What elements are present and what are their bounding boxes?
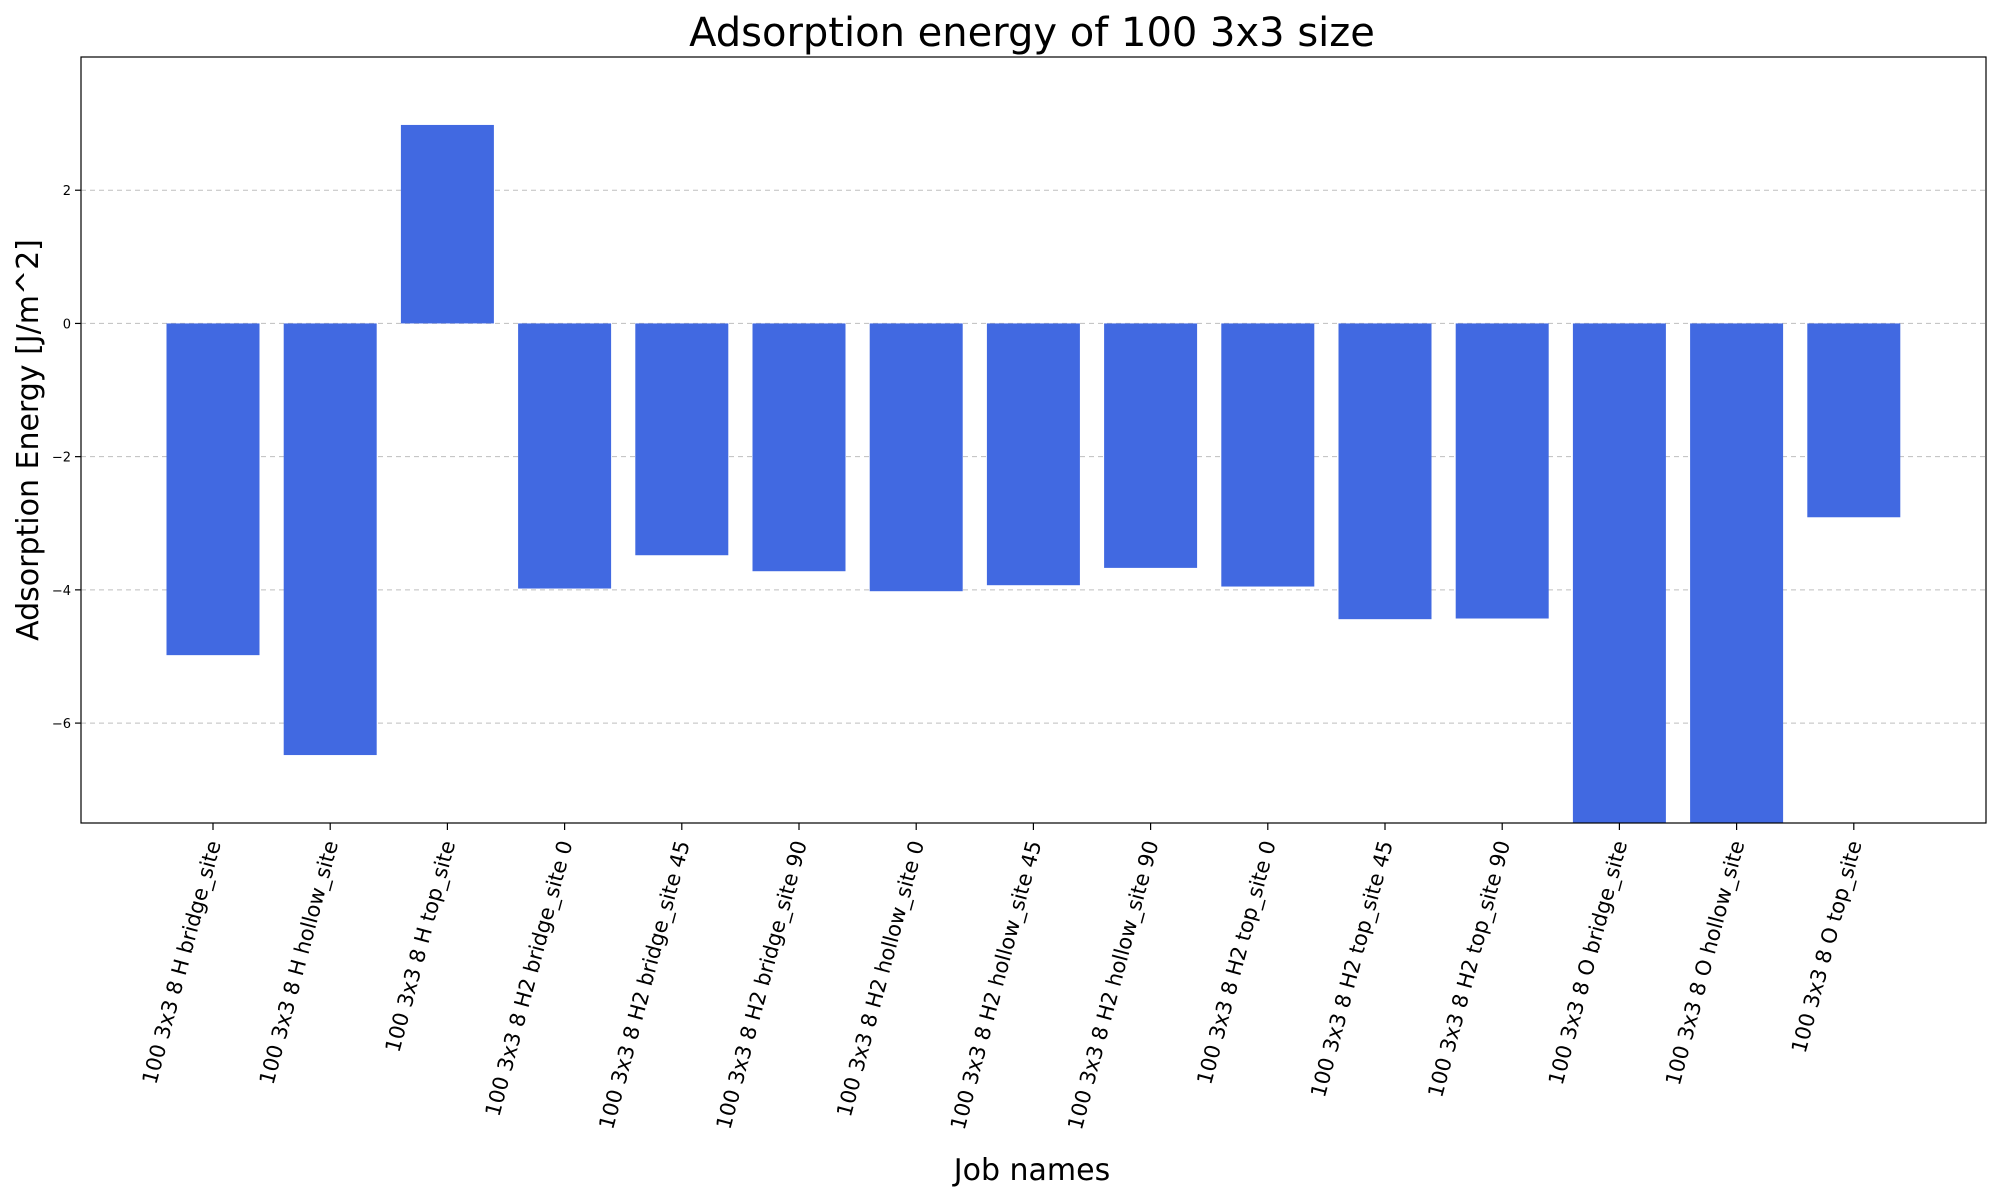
x-axis-label: Job names bbox=[952, 1153, 1111, 1188]
x-tick-label: 100 3x3 8 H bridge_site bbox=[138, 838, 227, 1087]
bar bbox=[1221, 323, 1315, 587]
bar bbox=[400, 124, 494, 324]
bar bbox=[518, 323, 612, 589]
bar bbox=[1807, 323, 1901, 518]
bar bbox=[283, 323, 377, 756]
chart-title: Adsorption energy of 100 3x3 size bbox=[689, 10, 1375, 56]
y-axis-label: Adsorption Energy [J/m^2] bbox=[11, 239, 46, 641]
x-tick-label: 100 3x3 8 O bridge_site bbox=[1544, 838, 1633, 1088]
x-tick-label: 100 3x3 8 H2 hollow_site 45 bbox=[946, 838, 1047, 1132]
bar bbox=[986, 323, 1080, 586]
bar bbox=[1690, 323, 1784, 823]
x-tick-label: 100 3x3 8 H2 bridge_site 90 bbox=[712, 838, 813, 1132]
x-tick-label: 100 3x3 8 H2 hollow_site 90 bbox=[1063, 838, 1164, 1132]
x-tick-label: 100 3x3 8 H2 hollow_site 0 bbox=[832, 838, 930, 1120]
bar bbox=[869, 323, 963, 592]
y-tick-label: −4 bbox=[52, 584, 71, 599]
x-tick-label: 100 3x3 8 O hollow_site bbox=[1661, 838, 1750, 1088]
y-axis-ticks: 2 0 −2 −4 −6 bbox=[52, 184, 81, 732]
grid-lines bbox=[81, 189, 1986, 724]
y-tick-label: −6 bbox=[52, 717, 71, 732]
bar bbox=[1455, 323, 1549, 619]
x-tick-label: 100 3x3 8 H2 bridge_site 45 bbox=[594, 838, 695, 1132]
bar bbox=[752, 323, 846, 572]
bar bbox=[1572, 323, 1666, 823]
x-axis-ticks: 100 3x3 8 H bridge_site 100 3x3 8 H hollo… bbox=[138, 823, 1868, 1133]
x-tick-label: 100 3x3 8 H2 top_site 45 bbox=[1306, 838, 1399, 1100]
y-tick-label: 2 bbox=[63, 184, 71, 199]
x-tick-label: 100 3x3 8 H2 top_site 90 bbox=[1423, 838, 1516, 1100]
x-tick-label: 100 3x3 8 H2 bridge_site 0 bbox=[481, 838, 579, 1119]
x-tick-label: 100 3x3 8 H hollow_site bbox=[255, 838, 344, 1087]
bar bbox=[1338, 323, 1432, 620]
x-tick-label: 100 3x3 8 H top_site bbox=[381, 838, 462, 1055]
bars bbox=[166, 124, 1901, 823]
bar bbox=[166, 323, 260, 656]
x-tick-label: 100 3x3 8 O top_site bbox=[1787, 838, 1868, 1056]
bar bbox=[1104, 323, 1198, 568]
y-tick-label: 0 bbox=[63, 317, 71, 332]
bar bbox=[635, 323, 729, 556]
x-tick-label: 100 3x3 8 H2 top_site 0 bbox=[1192, 838, 1281, 1087]
y-tick-label: −2 bbox=[52, 451, 71, 466]
